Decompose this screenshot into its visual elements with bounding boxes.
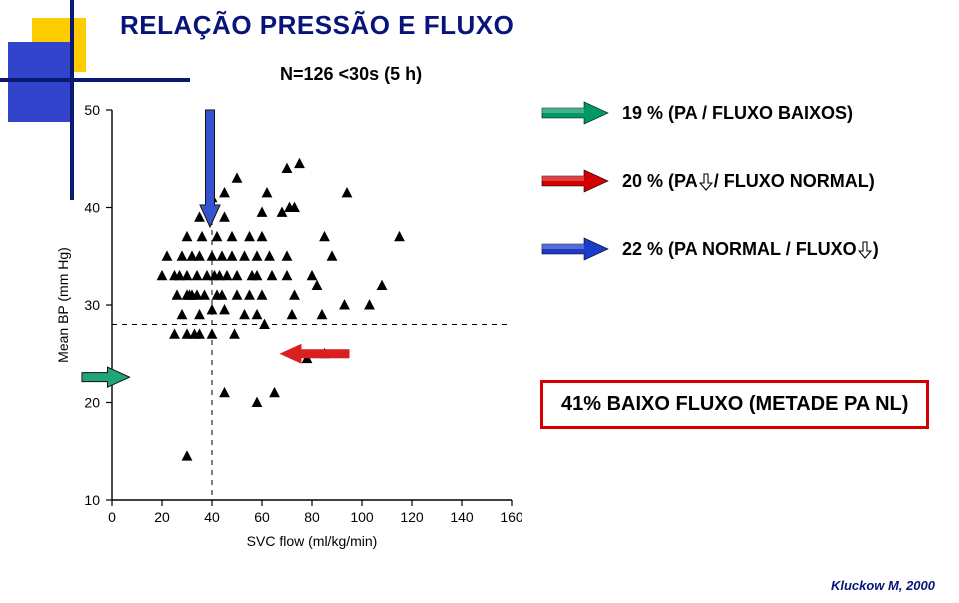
svg-text:160: 160	[500, 509, 522, 525]
scatter-chart: 0 20 40 60 80 100 120 140 160 10 20 30 40 50 SVC flow …	[50, 100, 522, 560]
svg-text:80: 80	[304, 509, 320, 525]
svg-text:30: 30	[84, 297, 100, 313]
svg-text:40: 40	[204, 509, 220, 525]
slide-subtitle: N=126 <30s (5 h)	[280, 64, 422, 85]
legend-arrow-icon	[540, 168, 610, 194]
down-arrow-icon	[699, 173, 713, 191]
svg-text:10: 10	[84, 492, 100, 508]
svg-text:60: 60	[254, 509, 270, 525]
svg-text:50: 50	[84, 102, 100, 118]
highlight-box: 41% BAIXO FLUXO (METADE PA NL)	[540, 380, 929, 429]
legend-text: 22 % (PA NORMAL / FLUXO)	[622, 239, 879, 260]
svg-text:40: 40	[84, 200, 100, 216]
legend-row: 20 % (PA/ FLUXO NORMAL)	[540, 168, 950, 194]
citation: Kluckow M, 2000	[831, 578, 935, 593]
deco-h-line	[0, 78, 190, 82]
slide-title: RELAÇÃO PRESSÃO E FLUXO	[120, 10, 514, 41]
legend-arrow-icon	[540, 236, 610, 262]
legend-row: 22 % (PA NORMAL / FLUXO)	[540, 236, 950, 262]
svg-text:20: 20	[154, 509, 170, 525]
svg-text:SVC flow (ml/kg/min): SVC flow (ml/kg/min)	[247, 533, 378, 549]
svg-text:0: 0	[108, 509, 116, 525]
legend-text: 19 % (PA / FLUXO BAIXOS)	[622, 103, 853, 124]
svg-text:Mean BP (mm Hg): Mean BP (mm Hg)	[55, 247, 71, 363]
svg-text:20: 20	[84, 395, 100, 411]
chart-svg: 0 20 40 60 80 100 120 140 160 10 20 30 40 50 SVC flow …	[50, 100, 522, 560]
svg-text:120: 120	[400, 509, 424, 525]
down-arrow-icon	[858, 241, 872, 259]
legend: 19 % (PA / FLUXO BAIXOS) 20 % (PA/ FLUXO …	[540, 100, 950, 304]
legend-row: 19 % (PA / FLUXO BAIXOS)	[540, 100, 950, 126]
legend-arrow-icon	[540, 100, 610, 126]
svg-text:100: 100	[350, 509, 374, 525]
legend-text: 20 % (PA/ FLUXO NORMAL)	[622, 171, 875, 192]
svg-text:140: 140	[450, 509, 474, 525]
slide: RELAÇÃO PRESSÃO E FLUXO N=126 <30s (5 h)…	[0, 0, 959, 603]
